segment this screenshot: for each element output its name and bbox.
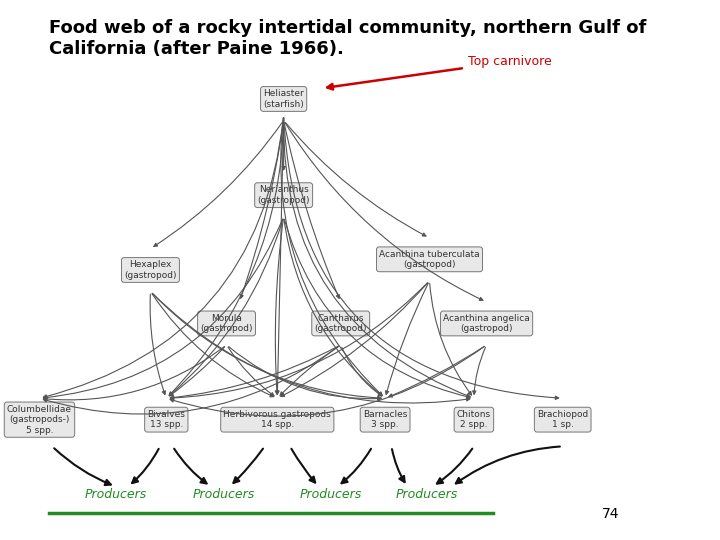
Text: Food web of a rocky intertidal community, northern Gulf of
California (after Pai: Food web of a rocky intertidal community… (49, 19, 647, 58)
Text: 74: 74 (602, 507, 620, 521)
Text: Producers: Producers (395, 488, 457, 501)
Text: Barnacles
3 spp.: Barnacles 3 spp. (363, 410, 408, 429)
Text: Hexaplex
(gastropod): Hexaplex (gastropod) (125, 260, 176, 280)
Text: Chitons
2 spp.: Chitons 2 spp. (456, 410, 491, 429)
Text: Top carnivore: Top carnivore (327, 55, 552, 90)
Text: Producers: Producers (84, 488, 147, 501)
Text: Cantharus
(gastropod): Cantharus (gastropod) (315, 314, 367, 333)
Text: Acanthina angelica
(gastropod): Acanthina angelica (gastropod) (444, 314, 530, 333)
Text: Morula
(gastropod): Morula (gastropod) (200, 314, 253, 333)
Text: Acanthina tuberculata
(gastropod): Acanthina tuberculata (gastropod) (379, 249, 480, 269)
Text: Columbellidae
(gastropods-)
5 spp.: Columbellidae (gastropods-) 5 spp. (7, 405, 72, 435)
Text: Herbivorous gastropods
14 spp.: Herbivorous gastropods 14 spp. (223, 410, 331, 429)
Text: Brachiopod
1 sp.: Brachiopod 1 sp. (537, 410, 588, 429)
Text: Producers: Producers (192, 488, 254, 501)
Text: Producers: Producers (300, 488, 362, 501)
Text: Nerianthus
(gastropod): Nerianthus (gastropod) (257, 185, 310, 205)
Text: Heliaster
(starfish): Heliaster (starfish) (264, 89, 304, 109)
Text: Bivalves
13 spp.: Bivalves 13 spp. (148, 410, 185, 429)
